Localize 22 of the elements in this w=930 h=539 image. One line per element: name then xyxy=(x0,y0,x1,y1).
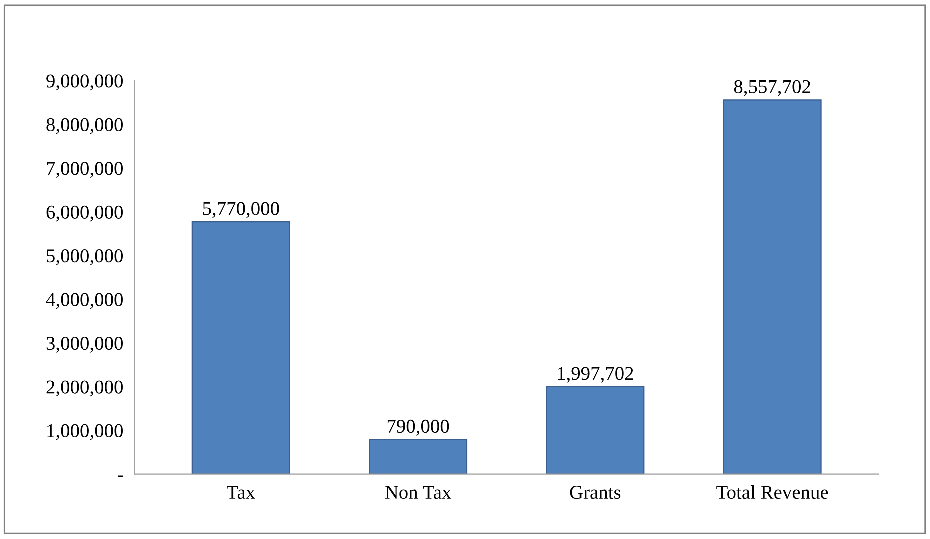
data-label: 790,000 xyxy=(388,420,450,436)
x-tick-label: Non Tax xyxy=(385,486,452,500)
y-tick-label: 5,000,000 xyxy=(47,250,123,266)
data-label: 5,770,000 xyxy=(203,202,280,218)
y-tick-label: 7,000,000 xyxy=(47,162,123,178)
bar xyxy=(546,386,645,474)
y-tick-label: 9,000,000 xyxy=(46,74,123,91)
y-tick-label: 3,000,000 xyxy=(46,336,123,353)
x-tick-label: Grants xyxy=(570,486,621,500)
data-label: 8,557,702 xyxy=(734,80,810,96)
y-tick-label: 6,000,000 xyxy=(46,206,123,222)
y-tick-label: - xyxy=(118,476,124,478)
x-tick-label: Total Revenue xyxy=(716,485,828,500)
bar xyxy=(369,439,468,474)
y-tick-label: 2,000,000 xyxy=(46,380,123,397)
y-tick-label: 4,000,000 xyxy=(46,293,123,310)
bar xyxy=(192,222,290,474)
data-label: 1,997,702 xyxy=(558,367,634,384)
y-tick-label: 1,000,000 xyxy=(48,424,123,440)
y-tick-label: 8,000,000 xyxy=(46,118,123,134)
x-tick-label: Tax xyxy=(227,486,256,500)
bar xyxy=(723,100,822,474)
